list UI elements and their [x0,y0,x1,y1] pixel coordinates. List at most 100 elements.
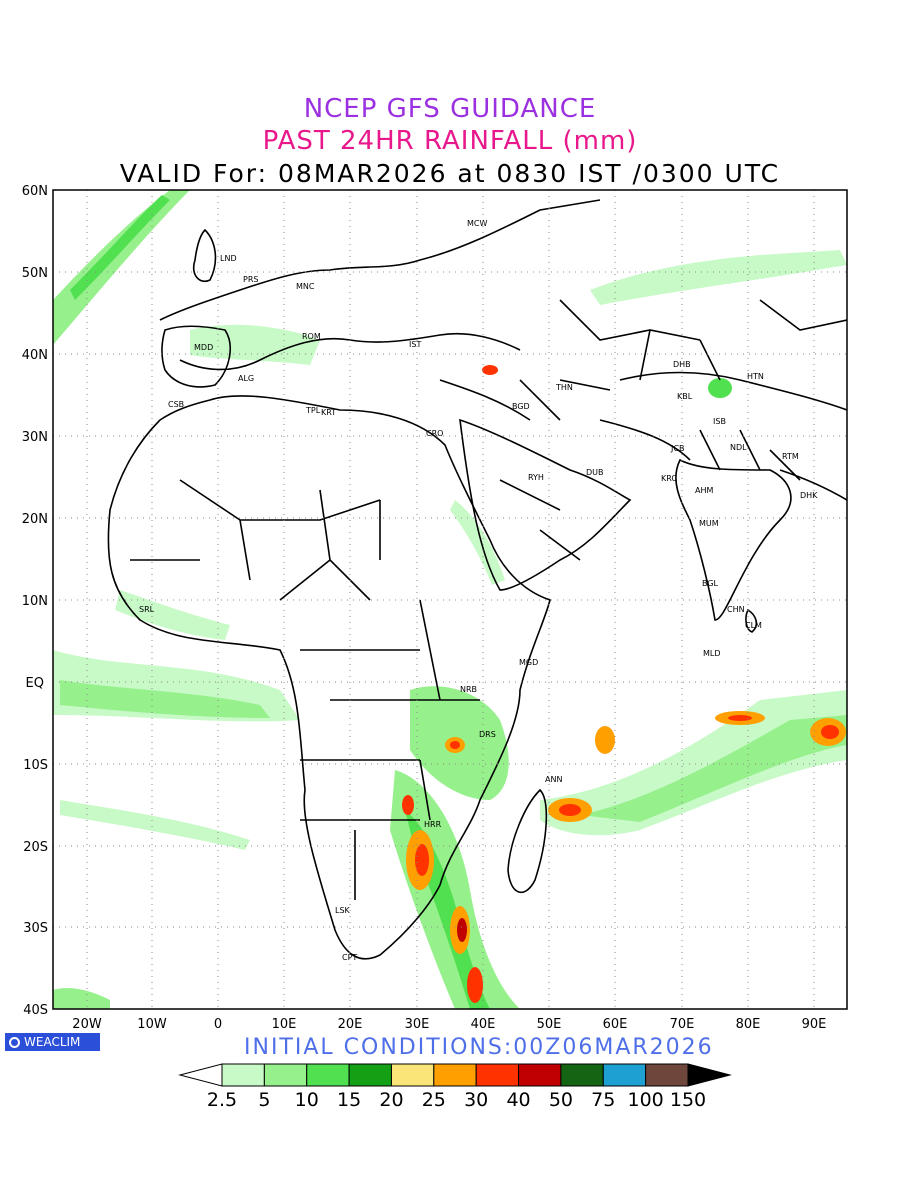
rain-core-himalaya [708,378,732,398]
lon-label: 20E [338,1017,363,1032]
city-label: MGD [519,658,538,667]
city-label: KBL [677,392,693,401]
lon-label: 10E [272,1017,297,1032]
city-label: MNC [296,282,315,291]
rain-core-reunion [595,726,615,754]
title-line-3: VALID For: 08MAR2026 at 0830 IST /0300 U… [119,159,781,188]
city-label: LSK [335,906,351,915]
city-label: MDD [194,343,213,352]
city-label: HTN [747,372,764,381]
city-label: ALG [238,374,254,383]
rain-band-europe [190,324,320,365]
city-label: THN [555,383,573,392]
india-borders [699,429,801,481]
lat-label: 30S [23,921,48,936]
city-label: IST [409,340,421,349]
initial-conditions: INITIAL CONDITIONS:00Z06MAR2026 [244,1035,714,1060]
city-label: SRL [139,605,155,614]
rain-core-mozambique-red [415,844,429,876]
lat-label: 30N [22,430,48,445]
city-label: RYH [528,473,544,482]
map-frame [52,189,848,1010]
lon-label: 0 [214,1017,222,1032]
city-label: NRB [460,685,477,694]
city-label: KRT [321,408,336,417]
city-label: NDL [730,443,747,452]
rain-band-atlantic-nw-core [70,195,170,300]
rain-core-natal-red [457,918,467,942]
city-label: CPT [342,953,357,962]
title-line-2: PAST 24HR RAINFALL (mm) [262,126,638,156]
rain-band-southern [53,988,110,1009]
city-label: DUB [586,468,604,477]
lon-label: 50E [537,1017,562,1032]
rain-core-southern-ocean [467,967,483,1003]
madagascar-outline [507,788,548,894]
lon-label: 10W [137,1017,167,1032]
india-outline [675,458,792,621]
lat-label: EQ [26,676,44,691]
lat-label: 60N [22,184,48,199]
logo-ring-icon [9,1036,20,1048]
lon-label: 70E [670,1017,695,1032]
rain-band-south-atlantic [60,800,250,850]
city-label: RTM [782,452,799,461]
lon-axis-labels: 20W 10W 0 10E 20E 30E 40E 50E 60E 70E 80… [72,1017,826,1032]
lat-label: 10N [22,594,48,609]
rain-band-indian-ocean-2 [580,715,847,822]
city-label: TPL [305,406,321,415]
rain-core-indian-mid-red [728,715,752,721]
rain-core-europe [482,365,498,375]
rain-band-equatorial-2 [60,680,270,718]
city-label: KRC [661,474,677,483]
city-labels: MCW LND PRS MNC ROM MDD IST ALG CSB TPL … [139,219,818,962]
arabia-outline [459,418,632,591]
africa-outline [107,395,551,960]
lat-label: 50N [22,266,48,281]
city-label: CHN [727,605,745,614]
rain-core-tanzania-red [450,741,460,749]
lon-label: 30E [405,1017,430,1032]
asia-outline [599,371,847,501]
city-label: DRS [479,730,496,739]
lat-axis-labels: 60N 50N 40N 30N 20N 10N EQ 10S 20S 30S 4… [22,184,48,1018]
british-isles-outline [192,228,217,282]
weaclim-logo: WEACLIM [5,1033,100,1051]
lat-label: 40N [22,348,48,363]
lat-label: 20N [22,512,48,527]
city-label: DHB [673,360,691,369]
lon-label: 60E [603,1017,628,1032]
lon-label: 20W [72,1017,102,1032]
coastlines [107,199,847,960]
city-label: ANN [545,775,562,784]
city-label: LND [220,254,237,263]
city-label: DHK [800,491,818,500]
city-label: JCB [670,444,684,453]
city-label: MCW [467,219,487,228]
city-label: ROM [302,332,321,341]
city-label: ISB [713,417,726,426]
city-label: HRR [424,820,442,829]
srilanka-outline [745,608,758,633]
lon-label: 90E [802,1017,827,1032]
graticule [53,190,847,1009]
city-label: CRO [426,429,443,438]
rain-core-indian-east-red [821,725,839,739]
rain-field [53,190,847,1009]
rain-band-west-africa [115,590,230,640]
city-label: AHM [695,486,713,495]
mideast-borders [439,379,611,421]
lon-label: 80E [736,1017,761,1032]
lat-label: 20S [23,840,48,855]
logo-text: WEACLIM [24,1035,81,1049]
lat-label: 10S [23,758,48,773]
rain-core-madagascar-red [559,804,581,816]
city-label: PRS [243,275,258,284]
asia-borders [559,299,847,381]
city-label: MLD [703,649,721,658]
city-label: BGL [702,579,719,588]
city-label: CSB [168,400,184,409]
city-label: BGD [512,402,530,411]
city-label: MUM [699,519,719,528]
